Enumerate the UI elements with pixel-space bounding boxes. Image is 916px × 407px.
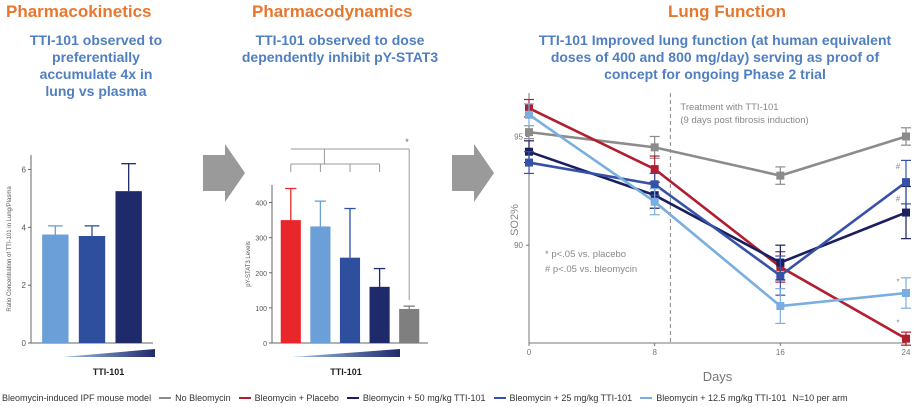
legend-model-label: Bleomycin-induced IPF mouse model	[2, 393, 152, 403]
data-point	[902, 289, 910, 297]
y-tick-label: 6	[22, 165, 27, 174]
series-line	[528, 113, 907, 308]
legend-swatch	[159, 397, 172, 399]
bar	[78, 235, 106, 343]
bar	[42, 234, 69, 343]
pd-subtitle: TTI-101 observed to dose dependently inh…	[225, 32, 455, 66]
x-tick-label: 8	[652, 348, 657, 357]
y-tick-label: 0	[263, 341, 267, 348]
y-axis-label: SO2%	[509, 204, 521, 236]
y-tick-label: 2	[22, 281, 27, 290]
legend-note: N=10 per arm	[792, 393, 848, 403]
pd-title: Pharmacodynamics	[252, 2, 413, 21]
lf-title: Lung Function	[668, 2, 787, 21]
pd-subtitle-line: TTI-101 observed to dose	[255, 32, 425, 48]
y-tick-label: 4	[22, 223, 27, 232]
significance-marker: *	[896, 319, 899, 328]
y-tick-label: 95	[514, 132, 523, 141]
y-tick-label: 0	[22, 339, 27, 348]
series-line	[528, 161, 907, 278]
y-tick-label: 100	[255, 306, 267, 313]
data-point	[776, 271, 785, 280]
x-tick-label: 0	[527, 348, 532, 357]
dose-wedge	[292, 349, 400, 357]
pk-title: Pharmacokinetics	[6, 2, 152, 21]
legend: Bleomycin-induced IPF mouse model No Ble…	[2, 391, 914, 405]
data-point	[902, 208, 910, 217]
data-point	[902, 334, 910, 343]
bar	[339, 257, 361, 343]
pk-subtitle-line: lung vs plasma	[45, 83, 147, 99]
data-point	[902, 178, 910, 187]
pk-subtitle-line: accumulate 4x in	[39, 66, 153, 82]
data-point	[650, 197, 659, 206]
significance-marker: #	[896, 162, 901, 171]
x-tick-label: 24	[902, 348, 911, 357]
bar	[115, 191, 142, 343]
legend-swatch	[493, 397, 506, 399]
legend-label: Bleomycin + 25 mg/kg TTI-101	[509, 393, 633, 403]
significance-marker: #	[896, 195, 901, 204]
x-axis-label: TTI-101	[93, 367, 125, 377]
pk-subtitle-line: preferentially	[52, 49, 140, 65]
data-point	[776, 302, 785, 311]
x-axis-label: TTI-101	[330, 367, 362, 377]
data-point	[776, 171, 785, 180]
data-point	[650, 180, 659, 189]
lf-subtitle: TTI-101 Improved lung function (at human…	[520, 32, 910, 83]
y-tick-label: 90	[514, 241, 523, 250]
lf-subtitle-line: doses of 400 and 800 mg/day) serving as …	[550, 49, 880, 65]
pk-subtitle: TTI-101 observed to preferentially accum…	[8, 32, 184, 100]
data-point	[650, 143, 659, 152]
y-axis-label: pY-STAT3 Levels	[246, 241, 252, 287]
data-point	[650, 165, 659, 174]
legend-swatch	[346, 397, 359, 399]
legend-label: Bleomycin + Placebo	[254, 393, 339, 403]
y-tick-label: 300	[255, 236, 267, 243]
lf-subtitle-line: TTI-101 Improved lung function (at human…	[538, 32, 892, 48]
significance-marker: *	[405, 137, 409, 147]
legend-label: Bleomycin + 12.5 mg/kg TTI-101	[656, 393, 787, 403]
bar	[310, 226, 331, 343]
significance-marker: *	[896, 277, 899, 286]
data-point	[525, 158, 533, 167]
data-point	[525, 110, 533, 119]
y-tick-label: 200	[255, 271, 267, 278]
data-point	[525, 128, 533, 137]
x-tick-label: 16	[776, 348, 785, 357]
series-line	[528, 107, 907, 340]
legend-swatch	[238, 397, 251, 399]
y-tick-label: 400	[255, 201, 267, 208]
arrow-right-icon	[452, 144, 494, 202]
arrow-right-icon	[203, 144, 245, 202]
pd-subtitle-line: dependently inhibit pY-STAT3	[241, 49, 439, 65]
legend-label: No Bleomycin	[175, 393, 231, 403]
y-axis-label: Ratio Concentration of TTI-101 in Lung/P…	[7, 186, 13, 312]
bar	[280, 220, 301, 343]
series-line	[528, 150, 907, 264]
data-point	[902, 132, 910, 141]
pk-subtitle-line: TTI-101 observed to	[29, 32, 163, 48]
lf-subtitle-line: concept for ongoing Phase 2 trial	[604, 66, 826, 82]
x-axis-label: Days	[703, 369, 733, 384]
footnote: # p<.05 vs. bleomycin	[545, 264, 637, 275]
dose-wedge	[62, 349, 155, 357]
bar	[369, 286, 390, 343]
bar	[399, 308, 420, 343]
treatment-annotation: (9 days post fibrosis induction)	[680, 115, 808, 126]
legend-label: Bleomycin + 50 mg/kg TTI-101	[362, 393, 486, 403]
treatment-annotation: Treatment with TTI-101	[680, 102, 778, 113]
legend-swatch	[640, 397, 653, 399]
footnote: * p<.05 vs. placebo	[545, 249, 626, 260]
